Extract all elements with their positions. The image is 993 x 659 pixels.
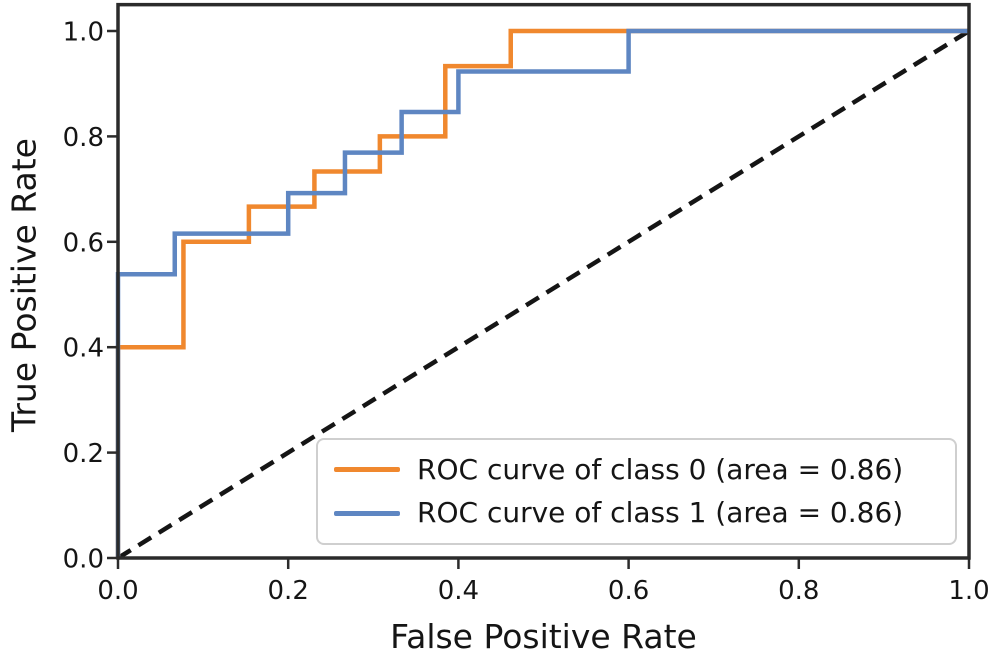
roc-curve-class-0 bbox=[115, 28, 969, 558]
legend-box: ROC curve of class 0 (area = 0.86) ROC c… bbox=[316, 438, 957, 545]
x-tick-label: 0.2 bbox=[268, 576, 309, 606]
legend-label-class-0: ROC curve of class 0 (area = 0.86) bbox=[417, 452, 904, 486]
y-tick-label: 0.8 bbox=[63, 123, 104, 153]
y-tick-label: 0.0 bbox=[63, 545, 104, 575]
y-tick-label: 0.2 bbox=[63, 439, 104, 469]
legend-label-class-1: ROC curve of class 1 (area = 0.86) bbox=[417, 496, 904, 530]
legend-swatch-class-0 bbox=[334, 467, 400, 473]
y-tick-label: 1.0 bbox=[63, 18, 104, 48]
legend-entry-class-1: ROC curve of class 1 (area = 0.86) bbox=[334, 499, 955, 527]
axes-spines bbox=[116, 2, 971, 560]
legend-entry-class-0: ROC curve of class 0 (area = 0.86) bbox=[334, 452, 955, 486]
legend-swatch-class-1 bbox=[334, 510, 400, 516]
y-axis-label: True Positive Rate bbox=[4, 138, 44, 432]
x-tick-label: 0.0 bbox=[97, 576, 138, 606]
roc-curve-class-1 bbox=[115, 28, 969, 558]
y-tick-label: 0.6 bbox=[63, 228, 104, 258]
x-tick-label: 0.6 bbox=[608, 576, 649, 606]
y-tick-label: 0.4 bbox=[63, 334, 104, 364]
x-tick-label: 1.0 bbox=[948, 576, 989, 606]
x-tick-label: 0.8 bbox=[778, 576, 819, 606]
x-axis-label: False Positive Rate bbox=[390, 617, 697, 656]
x-tick-label: 0.4 bbox=[438, 576, 479, 606]
